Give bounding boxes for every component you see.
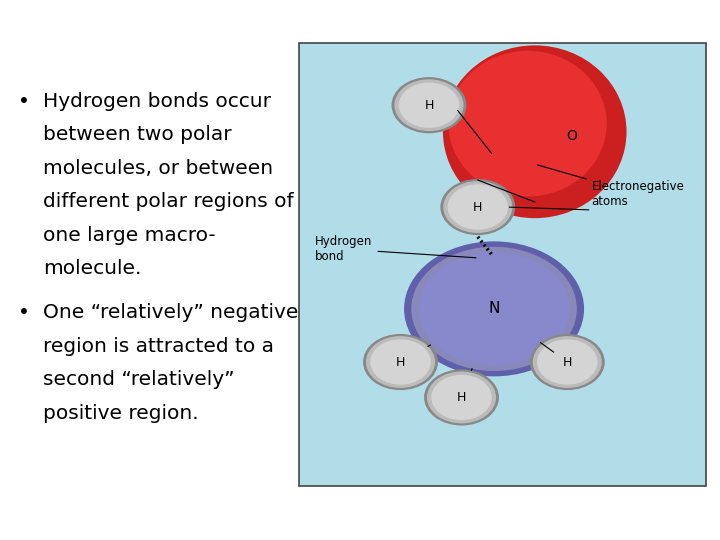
Text: positive region.: positive region. [43, 404, 199, 423]
Circle shape [537, 339, 598, 384]
Text: one large macro-: one large macro- [43, 226, 216, 245]
Circle shape [399, 83, 459, 128]
Text: One “relatively” negative: One “relatively” negative [43, 303, 299, 322]
Text: region is attracted to a: region is attracted to a [43, 337, 274, 356]
Circle shape [411, 247, 577, 371]
Circle shape [395, 79, 464, 131]
Circle shape [431, 375, 492, 420]
Text: molecules, or between: molecules, or between [43, 159, 274, 178]
Ellipse shape [443, 45, 626, 218]
Circle shape [370, 339, 431, 384]
Circle shape [444, 181, 513, 233]
Text: N: N [488, 301, 500, 316]
Text: H: H [396, 355, 405, 368]
Text: H: H [473, 200, 482, 213]
Circle shape [424, 369, 499, 426]
Text: second “relatively”: second “relatively” [43, 370, 235, 389]
Ellipse shape [449, 51, 607, 197]
Circle shape [441, 179, 516, 235]
Text: Hydrogen
bond: Hydrogen bond [315, 235, 476, 263]
Text: Hydrogen bonds occur: Hydrogen bonds occur [43, 92, 271, 111]
Circle shape [366, 336, 435, 388]
Text: Electronegative
atoms: Electronegative atoms [537, 165, 685, 208]
Circle shape [418, 252, 570, 366]
Text: different polar regions of: different polar regions of [43, 192, 294, 211]
Circle shape [530, 334, 605, 390]
Circle shape [404, 241, 584, 376]
Circle shape [363, 334, 438, 390]
Text: between two polar: between two polar [43, 125, 232, 144]
Text: H: H [456, 391, 467, 404]
Text: •: • [18, 303, 30, 322]
Circle shape [427, 372, 496, 423]
Text: H: H [424, 99, 433, 112]
Circle shape [448, 184, 508, 230]
Circle shape [533, 336, 602, 388]
Text: molecule.: molecule. [43, 259, 142, 278]
Circle shape [392, 77, 467, 133]
Text: H: H [562, 355, 572, 368]
Bar [299, 43, 706, 486]
Text: O: O [566, 129, 577, 143]
Text: •: • [18, 92, 30, 111]
